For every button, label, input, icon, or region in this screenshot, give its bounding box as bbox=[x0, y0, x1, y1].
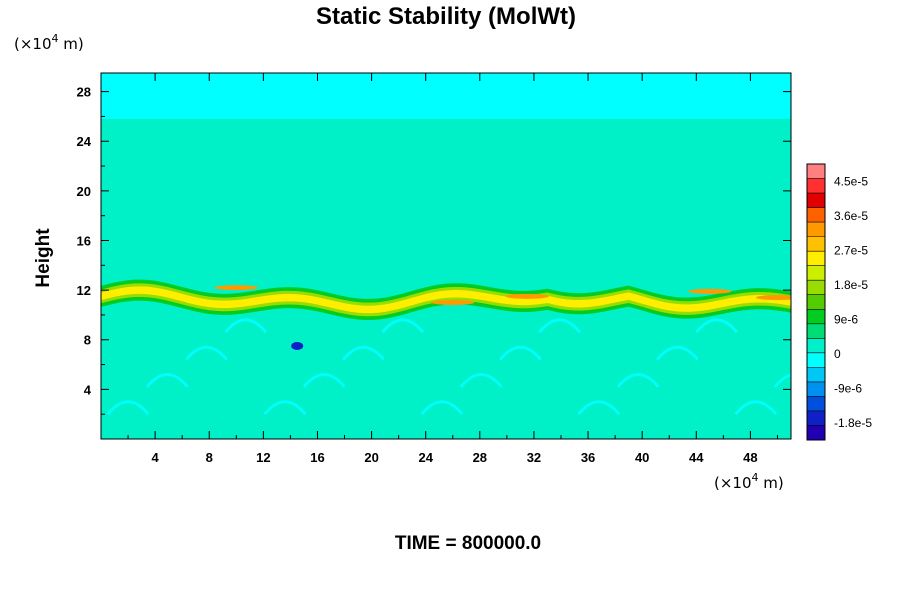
colorbar-segment bbox=[807, 193, 825, 209]
x-tick-label: 32 bbox=[527, 450, 541, 465]
x-tick-label: 48 bbox=[743, 450, 757, 465]
turbulence-streak bbox=[302, 373, 346, 388]
colorbar-segment bbox=[807, 251, 825, 267]
stability-maximum bbox=[755, 295, 791, 301]
turbulence-streak bbox=[185, 345, 228, 361]
stable-layer-core bbox=[101, 286, 791, 314]
turbulence-streak bbox=[498, 345, 542, 361]
x-tick-label: 4 bbox=[152, 450, 160, 465]
x-tick-label: 12 bbox=[256, 450, 270, 465]
x-tick-label: 28 bbox=[473, 450, 487, 465]
colorbar-tick-label: 1.8e-5 bbox=[834, 278, 868, 292]
turbulence-streak bbox=[577, 400, 621, 416]
colorbar-segment bbox=[807, 178, 825, 194]
x-tick-label: 36 bbox=[581, 450, 595, 465]
y-tick-label: 8 bbox=[84, 333, 91, 348]
y-tick-label: 4 bbox=[84, 382, 92, 397]
stability-maximum bbox=[214, 285, 258, 291]
stable-layer-mid bbox=[101, 283, 791, 317]
chart-title: Static Stability (MolWt) bbox=[316, 3, 576, 30]
turbulence-streak bbox=[695, 318, 739, 334]
x-tick-label: 8 bbox=[206, 450, 213, 465]
colorbar-segment bbox=[807, 207, 825, 223]
x-tick-label: 24 bbox=[418, 450, 433, 465]
colorbar-segment bbox=[807, 323, 825, 339]
colorbar-segment bbox=[807, 236, 825, 252]
colorbar-tick-label: 0 bbox=[834, 347, 841, 361]
y-axis-title: Height bbox=[33, 228, 54, 288]
colorbar-segment bbox=[807, 352, 825, 368]
colorbar-segment bbox=[807, 410, 825, 426]
x-tick-label: 16 bbox=[310, 450, 324, 465]
upper-stable-layer bbox=[101, 118, 791, 439]
y-tick-label: 24 bbox=[77, 134, 92, 149]
colorbar-segment bbox=[807, 294, 825, 310]
colorbar-segment bbox=[807, 425, 825, 441]
colorbar-segment bbox=[807, 381, 825, 397]
turbulence-streak bbox=[616, 373, 660, 388]
y-axis-ticks: 4 8 12 16 20 24 28 bbox=[77, 85, 791, 415]
x-axis-ticks: 4 8 12 16 20 24 28 32 36 40 44 48 bbox=[127, 73, 778, 465]
colorbar-tick-label: -1.8e-5 bbox=[834, 416, 872, 430]
colorbar-segment bbox=[807, 265, 825, 281]
heatmap-field bbox=[101, 118, 791, 439]
turbulence-streak bbox=[106, 400, 150, 416]
stability-maximum bbox=[431, 300, 475, 306]
colorbar-tick-label: -9e-6 bbox=[834, 381, 862, 395]
colorbar-segment bbox=[807, 280, 825, 296]
y-tick-label: 20 bbox=[77, 184, 91, 199]
colorbar-frame bbox=[806, 163, 826, 441]
plot-frame bbox=[100, 72, 792, 440]
colorbar-tick-label: 9e-6 bbox=[834, 312, 858, 326]
y-tick-label: 28 bbox=[77, 85, 91, 100]
turbulence-streak bbox=[734, 400, 778, 416]
y-tick-label: 12 bbox=[77, 283, 91, 298]
turbulence-streak bbox=[773, 373, 791, 388]
colorbar-segment bbox=[807, 367, 825, 383]
y-unit-label: (×104 m) bbox=[14, 32, 84, 53]
plot-area bbox=[100, 72, 792, 440]
colorbar-tick-label: 4.5e-5 bbox=[834, 174, 868, 188]
colorbar-segment bbox=[807, 338, 825, 354]
turbulence-streak bbox=[420, 400, 464, 416]
turbulence-streak bbox=[459, 373, 503, 388]
turbulence-streak bbox=[145, 373, 189, 388]
turbulence-streak bbox=[224, 318, 268, 334]
stability-maximum bbox=[688, 288, 732, 294]
turbulence-streak bbox=[655, 345, 699, 361]
x-tick-label: 20 bbox=[364, 450, 378, 465]
time-annotation: TIME = 800000.0 bbox=[395, 533, 541, 554]
turbulence-streak bbox=[381, 318, 425, 334]
x-tick-label: 44 bbox=[689, 450, 704, 465]
turbulence-streak bbox=[538, 318, 582, 334]
turbulence-streak bbox=[342, 345, 385, 361]
colorbar-segment bbox=[807, 309, 825, 325]
turbulence-streak bbox=[263, 400, 307, 416]
x-unit-label: (×104 m) bbox=[714, 471, 784, 492]
colorbar-segment bbox=[807, 222, 825, 238]
colorbar-segment bbox=[807, 164, 825, 180]
negative-stability-patch bbox=[291, 341, 304, 350]
stability-maximum bbox=[505, 293, 549, 299]
y-tick-label: 16 bbox=[77, 233, 91, 248]
colorbar-tick-label: 3.6e-5 bbox=[834, 209, 868, 223]
x-tick-label: 40 bbox=[635, 450, 649, 465]
colorbar-tick-label: 2.7e-5 bbox=[834, 243, 868, 257]
colorbar: 4.5e-5 3.6e-5 2.7e-5 1.8e-5 9e-6 0 -9e-6 -1.8e-… bbox=[806, 163, 872, 441]
colorbar-segment bbox=[807, 396, 825, 412]
